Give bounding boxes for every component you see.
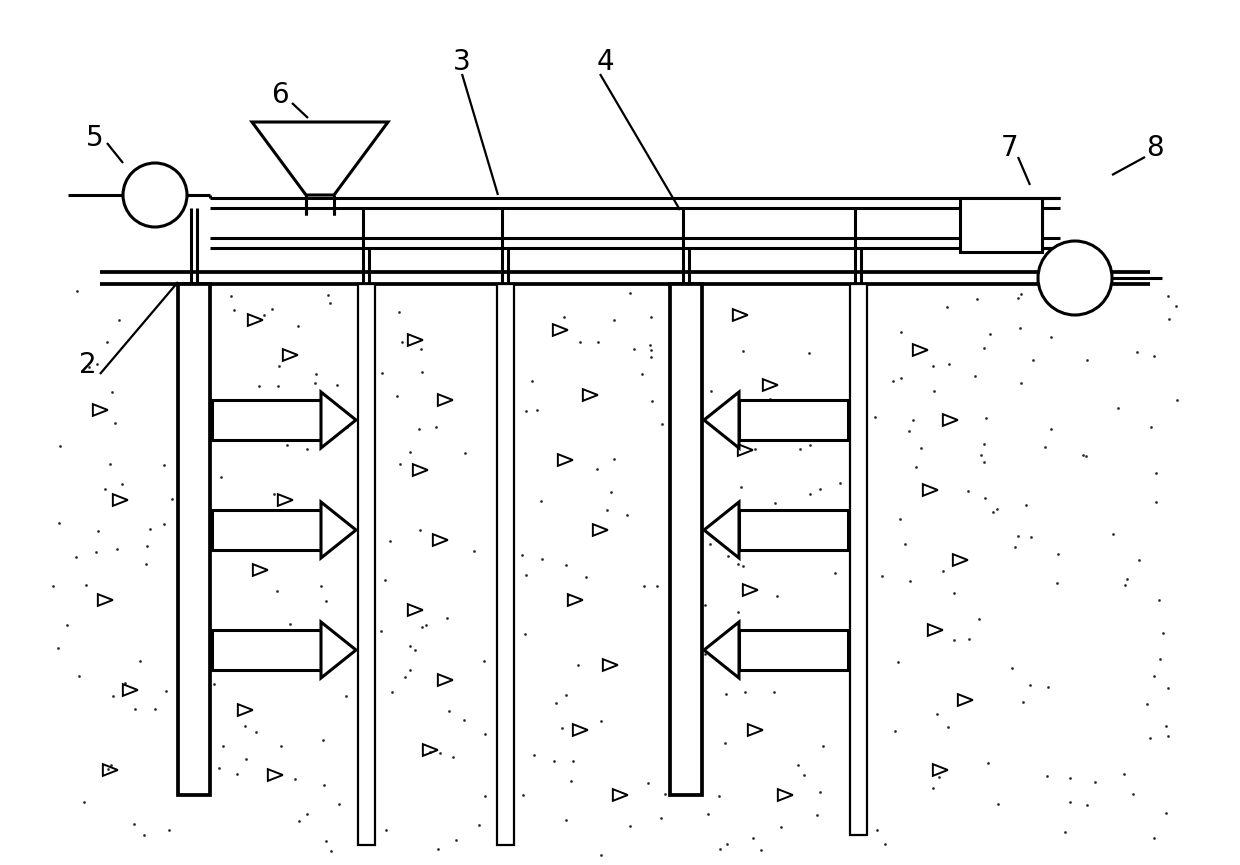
Bar (497, 284, 515, 845)
Polygon shape (321, 622, 356, 678)
Polygon shape (252, 122, 388, 195)
Bar (212, 630, 321, 670)
Text: 5: 5 (87, 124, 104, 152)
Text: 6: 6 (272, 81, 289, 109)
Circle shape (1038, 241, 1112, 315)
Bar (960, 198, 1042, 252)
Bar (739, 400, 848, 440)
Text: 3: 3 (453, 48, 471, 76)
Polygon shape (321, 392, 356, 448)
Bar (358, 284, 374, 845)
Bar (849, 284, 867, 835)
Text: 8: 8 (1146, 134, 1164, 162)
Bar (212, 510, 321, 550)
Polygon shape (704, 502, 739, 558)
Bar (670, 284, 702, 795)
Polygon shape (321, 502, 356, 558)
Bar (739, 630, 848, 670)
Bar (739, 510, 848, 550)
Polygon shape (704, 392, 739, 448)
Text: 4: 4 (596, 48, 614, 76)
Text: 7: 7 (1001, 134, 1019, 162)
Polygon shape (704, 622, 739, 678)
Text: 2: 2 (79, 351, 97, 379)
Bar (212, 400, 321, 440)
Bar (179, 284, 210, 795)
Circle shape (123, 163, 187, 227)
